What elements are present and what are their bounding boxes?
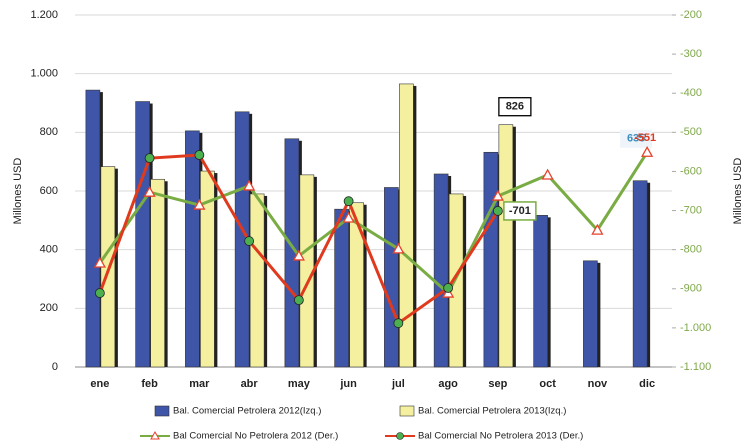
marker (393, 318, 404, 329)
x-tick-label: jun (339, 378, 357, 390)
x-tick-label: abr (241, 378, 259, 390)
marker (94, 288, 105, 298)
x-tick-label: oct (539, 378, 556, 390)
y-tick-label: 200 (40, 302, 58, 314)
legend-swatch (399, 405, 415, 417)
y2-tick-label: -900 (680, 283, 702, 295)
y-tick-label: 1.000 (30, 68, 58, 80)
y2-tick-label: -700 (680, 204, 702, 216)
legend-label: Bal. Comercial Petrolera 2013(Izq.) (418, 406, 566, 417)
bar (498, 124, 514, 368)
y2-tick-label: -200 (680, 9, 702, 21)
bar (334, 208, 349, 368)
x-tick-label: dic (639, 378, 655, 390)
marker (243, 179, 256, 191)
bar (483, 151, 499, 368)
y-tick-label: 1.200 (30, 9, 58, 21)
y2-tick-label: -1.100 (680, 361, 711, 373)
y2-tick-label: -600 (680, 165, 702, 177)
x-tick-label: mar (189, 378, 210, 390)
label-box (503, 201, 537, 221)
x-tick-label: nov (588, 378, 608, 390)
marker (591, 223, 604, 235)
bar (299, 174, 315, 368)
x-tick-label: feb (141, 378, 158, 390)
bar (399, 83, 414, 368)
legend-label: Bal Comercial No Petrolera 2013 (Der.) (418, 431, 583, 442)
marker (641, 145, 654, 157)
y2-axis-title: Millones USD (732, 158, 744, 225)
legend-marker (396, 432, 404, 440)
marker (443, 283, 454, 293)
data-label: -551 (634, 132, 656, 144)
x-tick-label: jul (391, 378, 405, 390)
y-axis-title: Millones USD (12, 158, 24, 225)
bar (349, 202, 364, 368)
legend-swatch (154, 405, 170, 417)
y-tick-label: 800 (40, 126, 58, 138)
bar (384, 187, 399, 368)
marker (293, 295, 304, 306)
marker (194, 150, 205, 160)
data-label: 635 (627, 133, 645, 145)
marker (292, 249, 305, 261)
data-label: -701 (509, 205, 531, 217)
marker (93, 256, 106, 268)
y2-tick-label: -300 (680, 48, 702, 60)
y-tick-label: 600 (40, 185, 58, 197)
x-tick-label: ago (438, 378, 458, 390)
y2-tick-label: -400 (680, 87, 702, 99)
bar (185, 130, 200, 368)
y2-tick-label: -800 (680, 244, 702, 256)
line (98, 151, 649, 296)
marker (143, 185, 156, 197)
legend-marker (150, 430, 160, 440)
bar (533, 215, 548, 368)
y2-tick-label: -1.000 (680, 322, 711, 334)
marker (193, 198, 206, 210)
bar (85, 89, 101, 368)
marker (541, 168, 554, 180)
marker (492, 206, 503, 216)
legend-label: Bal Comercial No Petrolera 2012 (Der.) (173, 431, 338, 442)
marker (342, 211, 355, 223)
x-tick-label: sep (488, 378, 507, 390)
y-tick-label: 0 (52, 361, 58, 373)
marker (244, 236, 255, 246)
data-label: 826 (506, 101, 524, 113)
y2-tick-label: -500 (680, 126, 702, 138)
y-tick-label: 400 (40, 244, 58, 256)
legend-label: Bal. Comercial Petrolera 2012(Izq.) (173, 406, 321, 417)
label-box (498, 97, 532, 117)
bar (150, 178, 165, 368)
bar (433, 173, 449, 368)
x-tick-label: ene (90, 378, 109, 390)
bar (632, 180, 648, 368)
bar (135, 101, 150, 368)
label-box (620, 129, 653, 148)
marker (144, 153, 155, 164)
x-tick-label: may (288, 378, 311, 390)
marker (343, 196, 354, 207)
bar (583, 260, 598, 368)
marker (491, 189, 504, 201)
marker (392, 242, 405, 254)
bar (249, 193, 265, 368)
